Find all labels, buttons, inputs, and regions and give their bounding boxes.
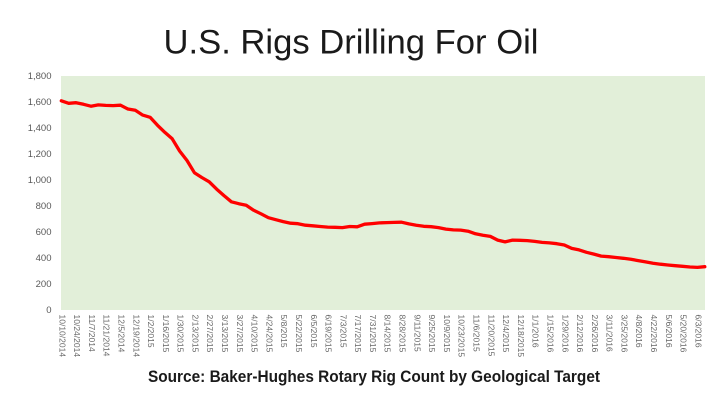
svg-text:3/27/2015: 3/27/2015 xyxy=(235,315,245,353)
svg-text:12/19/2014: 12/19/2014 xyxy=(131,315,141,358)
svg-text:0: 0 xyxy=(46,305,51,316)
svg-text:1/2/2015: 1/2/2015 xyxy=(146,315,156,348)
svg-text:2/12/2016: 2/12/2016 xyxy=(575,315,585,353)
svg-text:200: 200 xyxy=(36,279,52,290)
svg-text:11/21/2014: 11/21/2014 xyxy=(102,315,112,357)
svg-text:11/7/2014: 11/7/2014 xyxy=(87,315,97,352)
svg-text:2/27/2015: 2/27/2015 xyxy=(205,315,215,353)
svg-text:7/3/2015: 7/3/2015 xyxy=(338,315,348,348)
svg-text:6/5/2015: 6/5/2015 xyxy=(309,315,319,348)
svg-text:600: 600 xyxy=(36,227,52,238)
svg-text:11/20/2015: 11/20/2015 xyxy=(486,315,496,357)
svg-text:10/9/2015: 10/9/2015 xyxy=(442,315,452,353)
svg-text:1,600: 1,600 xyxy=(28,97,52,108)
svg-text:2/13/2015: 2/13/2015 xyxy=(190,315,200,353)
svg-text:1,800: 1,800 xyxy=(28,71,52,82)
svg-text:10/23/2015: 10/23/2015 xyxy=(457,315,467,358)
svg-text:8/28/2015: 8/28/2015 xyxy=(398,315,408,353)
svg-text:3/11/2016: 3/11/2016 xyxy=(605,315,615,352)
svg-text:4/10/2015: 4/10/2015 xyxy=(250,315,260,353)
svg-text:4/8/2016: 4/8/2016 xyxy=(634,315,644,348)
svg-text:1,400: 1,400 xyxy=(28,123,52,134)
svg-text:7/17/2015: 7/17/2015 xyxy=(353,315,363,353)
svg-text:5/20/2016: 5/20/2016 xyxy=(679,315,689,353)
svg-text:1,000: 1,000 xyxy=(28,175,52,186)
svg-text:10/24/2014: 10/24/2014 xyxy=(72,315,82,358)
svg-text:1/15/2016: 1/15/2016 xyxy=(546,315,556,353)
svg-text:U.S. Rigs Drilling For Oil: U.S. Rigs Drilling For Oil xyxy=(164,23,539,61)
svg-text:1/1/2016: 1/1/2016 xyxy=(531,315,541,348)
svg-text:4/22/2016: 4/22/2016 xyxy=(649,315,659,353)
svg-text:800: 800 xyxy=(36,201,52,212)
svg-text:12/5/2014: 12/5/2014 xyxy=(117,315,127,353)
svg-text:11/6/2015: 11/6/2015 xyxy=(472,315,482,352)
svg-text:Source: Baker-Hughes Rotary Ri: Source: Baker-Hughes Rotary Rig Count by… xyxy=(148,368,600,386)
svg-text:9/11/2015: 9/11/2015 xyxy=(412,315,422,352)
svg-text:1/29/2016: 1/29/2016 xyxy=(560,315,570,353)
svg-text:5/6/2016: 5/6/2016 xyxy=(664,315,674,348)
svg-text:12/18/2015: 12/18/2015 xyxy=(516,315,526,358)
svg-text:4/24/2015: 4/24/2015 xyxy=(264,315,274,353)
svg-text:3/13/2015: 3/13/2015 xyxy=(220,315,230,353)
svg-text:1/16/2015: 1/16/2015 xyxy=(161,315,171,353)
svg-text:2/26/2016: 2/26/2016 xyxy=(590,315,600,353)
svg-text:8/14/2015: 8/14/2015 xyxy=(383,315,393,353)
svg-text:400: 400 xyxy=(36,253,52,264)
svg-text:10/10/2014: 10/10/2014 xyxy=(57,315,67,358)
svg-text:1,200: 1,200 xyxy=(28,149,52,160)
svg-text:1/30/2015: 1/30/2015 xyxy=(176,315,186,353)
svg-text:3/25/2016: 3/25/2016 xyxy=(619,315,629,353)
svg-text:5/22/2015: 5/22/2015 xyxy=(294,315,304,353)
svg-text:6/3/2016: 6/3/2016 xyxy=(693,315,703,348)
svg-text:5/8/2015: 5/8/2015 xyxy=(279,315,289,348)
svg-text:6/19/2015: 6/19/2015 xyxy=(324,315,334,353)
svg-text:9/25/2015: 9/25/2015 xyxy=(427,315,437,353)
svg-text:12/4/2015: 12/4/2015 xyxy=(501,315,511,353)
svg-text:7/31/2015: 7/31/2015 xyxy=(368,315,378,353)
